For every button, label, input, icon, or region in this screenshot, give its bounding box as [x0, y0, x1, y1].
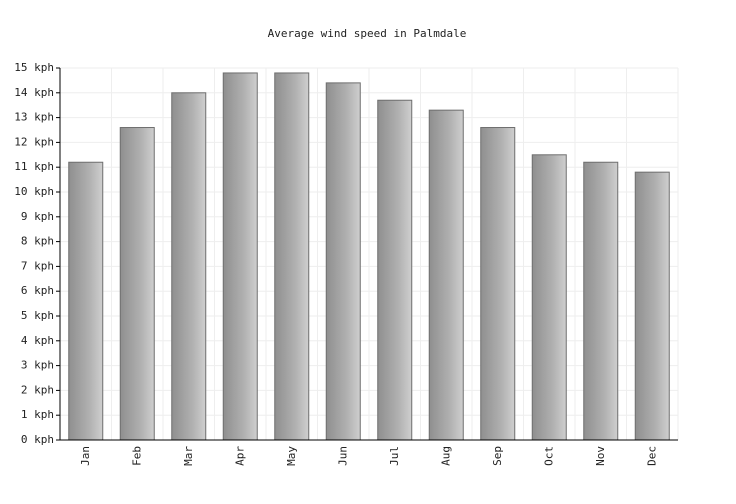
bar [222, 72, 258, 441]
y-tick-label: 4 kph [21, 334, 54, 347]
bar [480, 127, 516, 441]
x-tick-label: Jul [388, 446, 401, 466]
bar [583, 161, 619, 441]
y-tick-label: 1 kph [21, 408, 54, 421]
y-tick-label: 2 kph [21, 383, 54, 396]
y-tick-label: 3 kph [21, 359, 54, 372]
x-tick-label: Nov [594, 446, 607, 466]
x-tick-label: Mar [182, 446, 195, 466]
bar [634, 171, 670, 441]
x-tick-label: Sep [491, 446, 504, 466]
bar [325, 82, 361, 441]
y-tick-label: 6 kph [21, 284, 54, 297]
bar [531, 154, 567, 441]
y-tick-label: 11 kph [14, 160, 54, 173]
bar [274, 72, 310, 441]
y-tick-label: 14 kph [14, 86, 54, 99]
bar [428, 109, 464, 441]
y-tick-label: 5 kph [21, 309, 54, 322]
y-tick-label: 9 kph [21, 210, 54, 223]
bar [171, 92, 207, 441]
y-tick-label: 10 kph [14, 185, 54, 198]
y-tick-label: 0 kph [21, 433, 54, 446]
chart-title: Average wind speed in Palmdale [268, 27, 467, 40]
x-tick-label: Oct [542, 446, 555, 466]
x-tick-label: Feb [130, 446, 143, 466]
y-tick-label: 8 kph [21, 235, 54, 248]
x-tick-label: Aug [439, 446, 452, 466]
x-tick-label: Jun [336, 446, 349, 466]
bar [377, 99, 413, 441]
x-tick-label: Dec [645, 446, 658, 466]
y-tick-label: 15 kph [14, 61, 54, 74]
y-tick-label: 13 kph [14, 111, 54, 124]
y-tick-label: 12 kph [14, 135, 54, 148]
x-tick-label: Jan [79, 446, 92, 466]
x-tick-label: Apr [233, 446, 246, 466]
y-tick-label: 7 kph [21, 259, 54, 272]
bar [119, 127, 155, 441]
bar [68, 161, 104, 441]
x-tick-label: May [285, 446, 298, 466]
